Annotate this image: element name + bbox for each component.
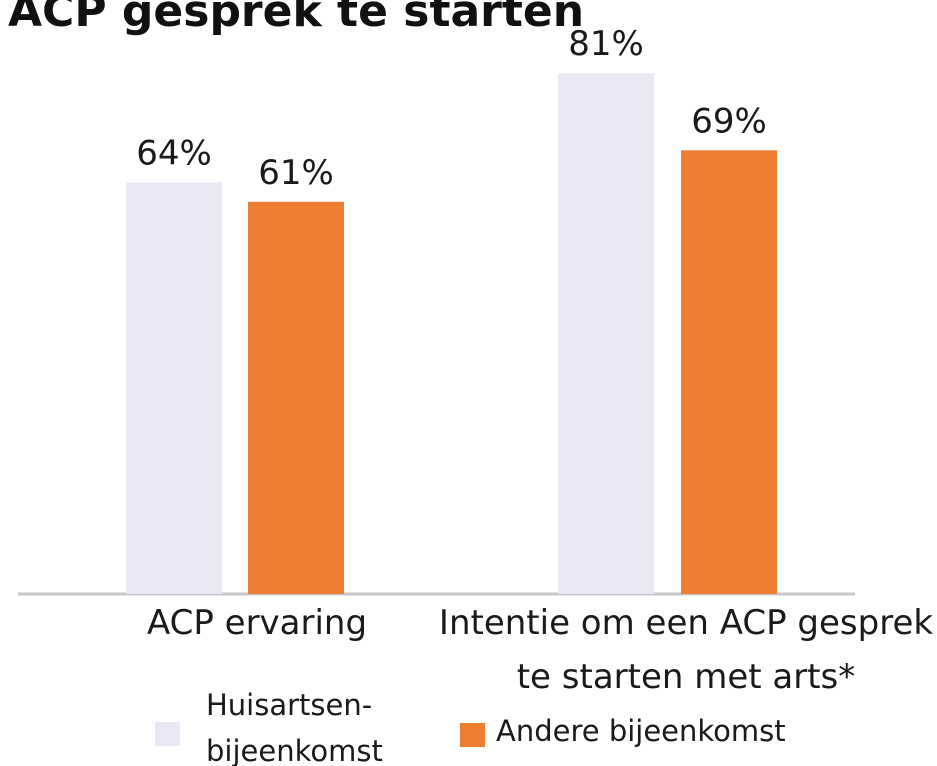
value-label: 69%: [691, 101, 767, 141]
value-label: 64%: [136, 133, 212, 173]
x-tick-label: ACP ervaring: [146, 603, 368, 643]
value-label: 81%: [568, 24, 644, 64]
bar: [681, 150, 777, 594]
legend-swatch: [460, 723, 485, 747]
bar: [126, 182, 222, 595]
legend-swatch: [155, 722, 180, 746]
legend-label: Andere bijeenkomst: [496, 714, 786, 748]
legend-label: Huisartsen-bijeenkomst: [206, 688, 383, 766]
chart-title: ACP gesprek te starten: [8, 0, 585, 37]
bar: [248, 201, 344, 594]
value-label: 61%: [258, 153, 334, 193]
x-tick-label: Intentie om een ACP gesprek te starten m…: [438, 603, 934, 698]
bar: [558, 73, 654, 595]
